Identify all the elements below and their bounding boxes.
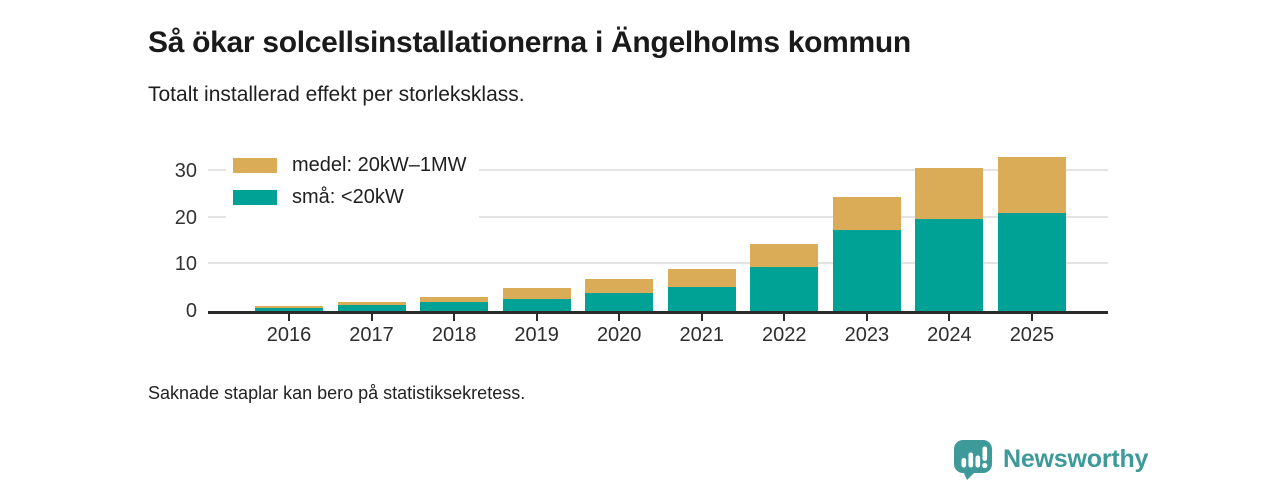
plot-area: medel: 20kW–1MW små: <20kW 0 10 20 30 2016 201… xyxy=(175,140,1108,346)
legend-item: små: <20kW xyxy=(233,186,467,209)
chart-title: Så ökar solcellsinstallationerna i Ängel… xyxy=(148,26,911,60)
x-axis-label: 2025 xyxy=(1009,324,1055,346)
x-axis-tick xyxy=(948,311,951,321)
x-axis-tick xyxy=(783,311,786,321)
bar-segment xyxy=(585,292,654,311)
x-axis-tick xyxy=(618,311,621,321)
x-axis-label: 2020 xyxy=(596,324,642,346)
bar-segment xyxy=(255,307,323,311)
x-axis-label: 2019 xyxy=(514,324,559,346)
y-axis-label: 20 xyxy=(174,206,197,229)
bar-segment xyxy=(337,304,406,311)
newsworthy-logo: Newsworthy xyxy=(953,438,1148,480)
bar-segment xyxy=(585,278,654,293)
x-axis-label: 2017 xyxy=(349,324,394,346)
chart-legend: medel: 20kW–1MW små: <20kW xyxy=(226,148,479,221)
gridline xyxy=(208,168,1108,171)
bar-segment xyxy=(750,243,819,268)
legend-label: små: <20kW xyxy=(292,186,404,208)
bar-segment xyxy=(997,156,1066,213)
bar-segment xyxy=(667,268,736,287)
x-axis-label: 2018 xyxy=(431,324,477,346)
bar-segment xyxy=(832,230,901,311)
y-axis-label: 10 xyxy=(174,253,197,276)
bar-segment xyxy=(420,297,489,303)
x-axis-label: 2022 xyxy=(762,324,807,346)
legend-swatch xyxy=(233,190,277,205)
bar-segment xyxy=(667,286,736,311)
gridline xyxy=(208,262,1108,265)
bar-segment xyxy=(997,212,1066,311)
x-axis-tick xyxy=(535,311,538,321)
x-axis-tick xyxy=(288,311,290,321)
bar-segment xyxy=(420,302,489,311)
x-axis-tick xyxy=(1030,311,1033,321)
bar-segment xyxy=(337,302,406,305)
y-axis-label: 0 xyxy=(185,300,197,322)
bar-segment xyxy=(832,197,901,231)
bar-segment xyxy=(255,306,323,308)
bar-segment xyxy=(502,287,571,300)
x-axis-label: 2023 xyxy=(844,324,890,346)
x-axis-tick xyxy=(370,311,373,321)
bar-segment xyxy=(915,219,984,311)
bar-chart-speech-bubble-icon xyxy=(953,438,994,480)
chart-subtitle: Totalt installerad effekt per storlekskl… xyxy=(148,83,525,106)
x-axis-label: 2024 xyxy=(927,324,972,346)
bar-segment xyxy=(915,168,984,220)
legend-label: medel: 20kW–1MW xyxy=(292,154,467,176)
gridline xyxy=(208,215,1108,218)
x-axis-tick xyxy=(865,311,868,321)
legend-swatch xyxy=(233,158,277,173)
bar-segment xyxy=(502,299,571,311)
x-axis-tick xyxy=(453,311,456,321)
y-axis-label: 30 xyxy=(174,159,197,182)
chart-footnote: Saknade staplar kan bero på statistiksek… xyxy=(148,383,526,403)
x-axis-tick xyxy=(700,311,703,321)
newsworthy-wordmark: Newsworthy xyxy=(1003,444,1149,473)
bar-segment xyxy=(750,267,819,311)
legend-item: medel: 20kW–1MW xyxy=(233,154,467,177)
x-axis-label: 2016 xyxy=(266,324,312,346)
x-axis-label: 2021 xyxy=(679,324,725,346)
